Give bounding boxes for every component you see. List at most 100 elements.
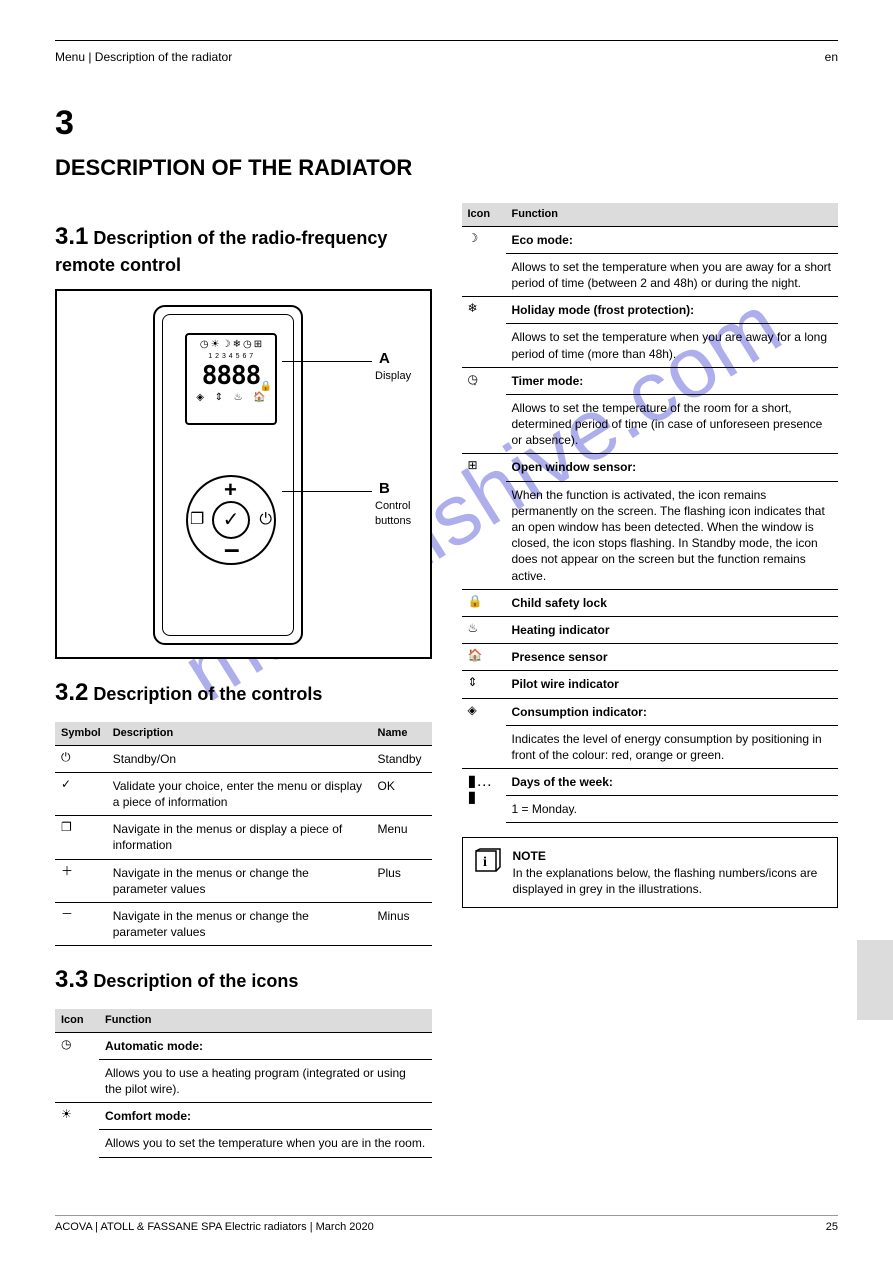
timer-label: Timer mode: — [512, 374, 584, 388]
comfort-desc: Allows you to set the temperature when y… — [99, 1130, 432, 1157]
snow-icon: ❄ — [233, 338, 241, 352]
note-text: In the explanations below, the flashing … — [513, 866, 818, 896]
standby-name: Standby — [372, 745, 432, 772]
holiday-desc: Allows to set the temperature when you a… — [506, 324, 839, 367]
minus-name: Minus — [372, 903, 432, 946]
clock-icon: ◷ — [200, 338, 209, 352]
remote-outline: ◷☀☽❄◷⊞ 1 2 3 4 5 6 7 8888 ◈ ⇕ ♨ 🏠 🔒 — [153, 305, 303, 645]
callout-a-text: Display — [375, 369, 411, 384]
arrows-icon: ⇕ — [215, 391, 223, 405]
icons-table-left: Icon Function ◷ Automatic mode: Allows y… — [55, 1009, 432, 1158]
callout-a: A — [379, 349, 390, 369]
presence-label: Presence sensor — [512, 650, 608, 664]
power-graphic: ⏻ — [259, 509, 272, 531]
ok-icon: ✓ — [55, 772, 107, 815]
icons-table-right: Icon Function ☽ Eco mode: Allows to set t… — [462, 203, 839, 824]
section-title: DESCRIPTION OF THE RADIATOR — [55, 153, 838, 183]
menu-icon: ❐ — [55, 816, 107, 859]
subsection-3-2: 3.2 Description of the controls — [55, 677, 432, 709]
childlock-label: Child safety lock — [512, 596, 607, 610]
sun-icon: ☀ — [211, 338, 220, 352]
heat-icon: ♨ — [234, 391, 243, 405]
page-header: Menu | Description of the radiator en — [55, 49, 838, 65]
top-rule — [55, 40, 838, 41]
consumption-icon: ◈ — [462, 698, 506, 769]
comfort-label: Comfort mode: — [105, 1109, 191, 1123]
menu-graphic: ❐ — [190, 509, 204, 531]
col-icon-r: Icon — [462, 203, 506, 226]
comfort-icon: ☀ — [55, 1103, 99, 1157]
standby-icon: ⏻ — [55, 745, 107, 772]
callout-b-text: Control buttons — [375, 499, 435, 529]
col-func-r: Function — [506, 203, 839, 226]
childlock-icon: 🔒 — [462, 589, 506, 616]
col-desc: Description — [107, 722, 372, 745]
window-sensor-icon: ⊞ — [462, 454, 506, 589]
remote-figure: ◷☀☽❄◷⊞ 1 2 3 4 5 6 7 8888 ◈ ⇕ ♨ 🏠 🔒 — [55, 289, 432, 659]
holiday-icon: ❄ — [462, 297, 506, 368]
lang-label: en — [825, 49, 838, 65]
control-wheel: ✓ + – ❐ ⏻ — [186, 475, 276, 565]
window-label: Open window sensor: — [512, 460, 637, 474]
heating-icon: ♨ — [462, 616, 506, 643]
gauge-icon: ◈ — [196, 391, 204, 405]
subsection-3-3: 3.3 Description of the icons — [55, 964, 432, 996]
auto-desc: Allows you to use a heating program (int… — [99, 1059, 432, 1102]
menu-name: Menu — [372, 816, 432, 859]
note-header: NOTE — [513, 849, 546, 863]
lock-icon: 🔒 — [260, 380, 272, 394]
left-column: 3.1 Description of the radio-frequency r… — [55, 203, 432, 1158]
window-desc: When the function is activated, the icon… — [506, 481, 839, 589]
plus-graphic: + — [224, 475, 237, 505]
days-label: Days of the week: — [512, 775, 613, 789]
eco-desc: Allows to set the temperature when you a… — [506, 253, 839, 296]
menu-desc: Navigate in the menus or display a piece… — [107, 816, 372, 859]
auto-label: Automatic mode: — [105, 1039, 203, 1053]
plus-icon: ＋ — [55, 859, 107, 902]
window-icon: ⊞ — [254, 338, 262, 352]
ok-desc: Validate your choice, enter the menu or … — [107, 772, 372, 815]
eco-label: Eco mode: — [512, 233, 573, 247]
minus-desc: Navigate in the menus or change the para… — [107, 903, 372, 946]
presence-icon: 🏠 — [462, 644, 506, 671]
right-column: Icon Function ☽ Eco mode: Allows to set t… — [462, 203, 839, 1158]
timer-desc: Allows to set the temperature of the roo… — [506, 394, 839, 454]
pilot-icon: ⇕ — [462, 671, 506, 698]
breadcrumb: Menu | Description of the radiator — [55, 49, 232, 65]
svg-text:i: i — [483, 855, 487, 870]
consumption-label: Consumption indicator: — [512, 705, 647, 719]
col-symbol: Symbol — [55, 722, 107, 745]
heating-label: Heating indicator — [512, 623, 610, 637]
holiday-label: Holiday mode (frost protection): — [512, 303, 695, 317]
footer-right: 25 — [826, 1220, 838, 1235]
plus-desc: Navigate in the menus or change the para… — [107, 859, 372, 902]
info-icon: i — [475, 848, 503, 897]
moon-icon: ☽ — [222, 338, 231, 352]
page: Menu | Description of the radiator en 3 … — [0, 0, 893, 1188]
eco-icon: ☽ — [462, 226, 506, 297]
footer-left: ACOVA | ATOLL & FASSANE SPA Electric rad… — [55, 1220, 374, 1235]
plus-name: Plus — [372, 859, 432, 902]
timer-icon: ◷ — [243, 338, 252, 352]
col-name: Name — [372, 722, 432, 745]
col-func-l: Function — [99, 1009, 432, 1032]
days-row: 1 2 3 4 5 6 7 — [191, 352, 271, 361]
lcd-display: ◷☀☽❄◷⊞ 1 2 3 4 5 6 7 8888 ◈ ⇕ ♨ 🏠 🔒 — [185, 333, 277, 425]
col-icon-l: Icon — [55, 1009, 99, 1032]
callout-b: B — [379, 479, 390, 499]
consumption-desc: Indicates the level of energy consumptio… — [506, 725, 839, 768]
subsection-3-1: 3.1 Description of the radio-frequency r… — [55, 221, 432, 278]
standby-desc: Standby/On — [107, 745, 372, 772]
ok-name: OK — [372, 772, 432, 815]
section-number: 3 — [55, 101, 838, 147]
footer: ACOVA | ATOLL & FASSANE SPA Electric rad… — [55, 1215, 838, 1235]
timer-mode-icon: ◷̣ — [462, 367, 506, 454]
auto-icon: ◷ — [55, 1032, 99, 1103]
minus-icon: － — [55, 903, 107, 946]
note-box: i NOTE In the explanations below, the fl… — [462, 837, 839, 908]
remote-inner: ◷☀☽❄◷⊞ 1 2 3 4 5 6 7 8888 ◈ ⇕ ♨ 🏠 🔒 — [162, 314, 294, 636]
pilot-label: Pilot wire indicator — [512, 677, 619, 691]
minus-graphic: – — [224, 530, 240, 568]
days-desc: 1 = Monday. — [506, 796, 839, 823]
days-icon: ▮…▮ — [462, 769, 506, 823]
